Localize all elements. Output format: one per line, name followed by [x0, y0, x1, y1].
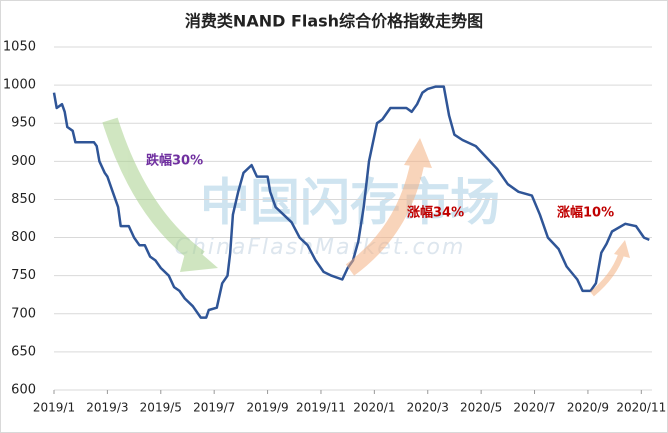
annotation: 跌幅30% [146, 153, 203, 169]
y-tick-label: 700 [11, 306, 36, 321]
line [52, 85, 650, 319]
arrow-down [102, 117, 205, 265]
watermark-sub: ChinaFlashMarket.com [175, 235, 466, 260]
annotation: 涨幅34% [406, 205, 464, 221]
x-tick-label: 2020/1 [353, 401, 395, 415]
arrow-up-small [590, 251, 625, 297]
x-tick-label: 2019/11 [296, 401, 346, 415]
arrow-head [180, 242, 218, 272]
x-tick-label: 2019/3 [86, 401, 128, 415]
chart-title: 消费类NAND Flash综合价格指数走势图 [185, 12, 483, 31]
arrow-head [614, 240, 630, 258]
x-tick-label: 2019/5 [140, 401, 182, 415]
plot: 600 650 700 750 800 850 900 950 1000 1050 2019/1 20… [3, 40, 666, 415]
y-tick-label: 600 [11, 383, 36, 398]
y-tick-label: 1000 [3, 78, 36, 93]
arrow-head [404, 138, 432, 168]
y-tick-label: 1050 [3, 40, 36, 55]
annotation: 涨幅10% [556, 205, 614, 221]
x-tick-label: 2020/7 [513, 401, 555, 415]
y-tick-label: 900 [11, 154, 36, 169]
y-tick-label: 750 [11, 268, 36, 283]
watermark-group: 中国闪存市场 ChinaFlashMarket.com [175, 174, 500, 261]
y-tick-label: 850 [11, 192, 36, 207]
x-tick-label: 2019/1 [33, 401, 75, 415]
y-tick-label: 800 [11, 230, 36, 245]
x-tick-label: 2020/5 [460, 401, 502, 415]
x-tick-label: 2020/11 [616, 401, 666, 415]
arrows [102, 117, 630, 297]
y-tick-label: 950 [11, 116, 36, 131]
x-tick-label: 2020/3 [407, 401, 449, 415]
y-tick-label: 650 [11, 344, 36, 359]
watermark: 中国闪存市场 [200, 174, 500, 232]
arrow-up [345, 158, 425, 276]
x-tick-label: 2020/9 [567, 401, 609, 415]
x-tick-label: 2019/9 [246, 401, 288, 415]
x-tick-label: 2019/7 [193, 401, 235, 415]
